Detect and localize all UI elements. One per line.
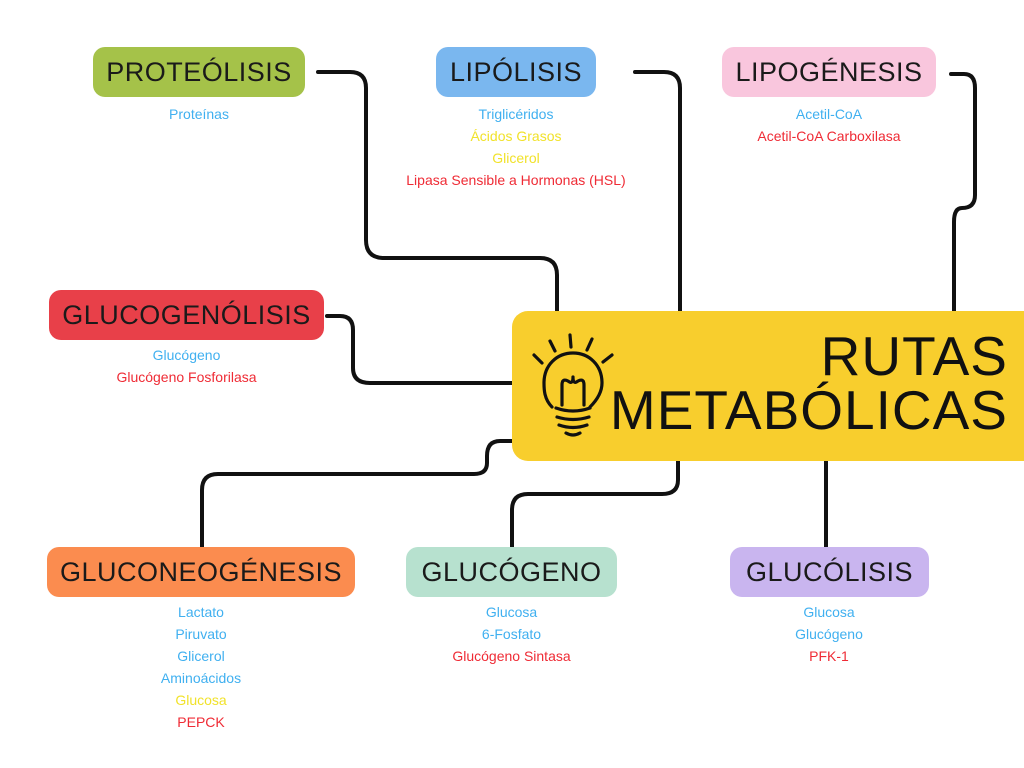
- item-glucolisis-1: Glucógeno: [795, 626, 863, 642]
- item-gluconeogenesis-1: Piruvato: [175, 626, 227, 642]
- glucogeno-node: GLUCÓGENO: [406, 547, 617, 597]
- glucolisis-node: GLUCÓLISIS: [730, 547, 929, 597]
- item-lipolisis-1: Ácidos Grasos: [470, 128, 562, 144]
- lipogenesis-items: Acetil-CoA Acetil-CoA Carboxilasa: [710, 103, 948, 147]
- glucogenolisis-node: GLUCOGENÓLISIS: [49, 290, 324, 340]
- connector-glucogenolisis: [325, 314, 514, 385]
- central-title: RUTAS METABÓLICAS: [609, 325, 1008, 441]
- item-glucogeno-1: 6-Fosfato: [481, 626, 542, 642]
- item-gluconeogenesis-4: Glucosa: [175, 692, 227, 708]
- item-glucolisis-2: PFK-1: [809, 648, 849, 664]
- glucolisis-items: Glucosa Glucógeno PFK-1: [710, 601, 948, 667]
- lightbulb-icon: [532, 333, 614, 437]
- lipogenesis-node: LIPOGÉNESIS: [722, 47, 936, 97]
- glucogenolisis-items: Glucógeno Glucógeno Fosforilasa: [49, 344, 324, 388]
- connector-gluconeogenesis: [200, 439, 516, 550]
- item-glucogenolisis-0: Glucógeno: [152, 347, 221, 363]
- connector-glucogeno: [510, 459, 680, 550]
- central-title-line-1: RUTAS: [820, 325, 1008, 387]
- item-lipolisis-3: Lipasa Sensible a Hormonas (HSL): [406, 172, 626, 188]
- central-title-line-2: METABÓLICAS: [609, 379, 1008, 441]
- item-proteolisis-0: Proteínas: [169, 106, 229, 122]
- lipolisis-node: LIPÓLISIS: [436, 47, 596, 97]
- item-gluconeogenesis-0: Lactato: [178, 604, 224, 620]
- connector-lipogenesis: [949, 72, 977, 313]
- gluconeogenesis-node: GLUCONEOGÉNESIS: [47, 547, 355, 597]
- item-lipogenesis-0: Acetil-CoA: [795, 106, 863, 122]
- gluconeogenesis-items: Lactato Piruvato Glicerol Aminoácidos Glucos…: [47, 601, 355, 733]
- central-node: RUTAS METABÓLICAS: [512, 311, 1024, 461]
- item-lipolisis-2: Glicerol: [492, 150, 540, 166]
- item-lipolisis-0: Triglicéridos: [478, 106, 554, 122]
- connector-lipolisis: [633, 70, 682, 313]
- connector-proteolisis: [316, 70, 559, 313]
- glucogeno-items: Glucosa 6-Fosfato Glucógeno Sintasa: [406, 601, 617, 667]
- item-glucogeno-0: Glucosa: [485, 604, 538, 620]
- item-glucogenolisis-1: Glucógeno Fosforilasa: [116, 369, 257, 385]
- item-lipogenesis-1: Acetil-CoA Carboxilasa: [757, 128, 901, 144]
- lipolisis-items: Triglicéridos Ácidos Grasos Glicerol Lipasa…: [373, 103, 659, 191]
- item-gluconeogenesis-5: PEPCK: [177, 714, 225, 730]
- proteolisis-node: PROTEÓLISIS: [93, 47, 305, 97]
- item-glucolisis-0: Glucosa: [803, 604, 855, 620]
- proteolisis-items: Proteínas: [93, 103, 305, 125]
- item-glucogeno-2: Glucógeno Sintasa: [452, 648, 571, 664]
- item-gluconeogenesis-3: Aminoácidos: [160, 670, 242, 686]
- item-gluconeogenesis-2: Glicerol: [177, 648, 225, 664]
